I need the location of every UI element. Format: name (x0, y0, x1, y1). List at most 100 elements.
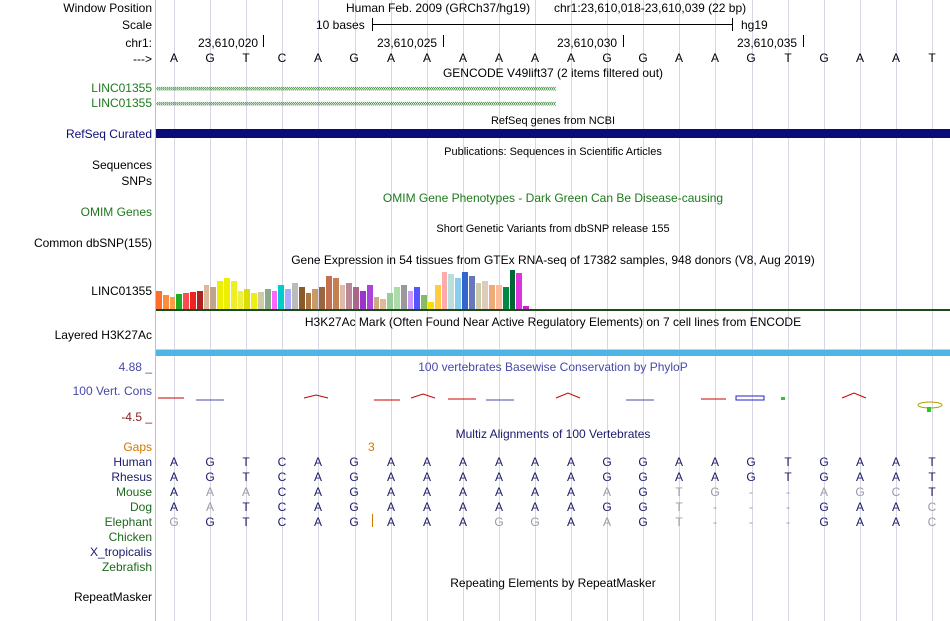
gtex-track-title[interactable]: Gene Expression in 54 tissues from GTEx … (291, 253, 815, 267)
gtex-tissue-bar[interactable] (217, 281, 223, 310)
phylop-wiggle[interactable] (156, 385, 950, 415)
gtex-tissue-bar[interactable] (339, 285, 346, 310)
gtex-expression-bars[interactable] (156, 266, 950, 310)
track-display-area[interactable]: Human Feb. 2009 (GRCh37/hg19) chr1:23,61… (156, 0, 950, 621)
snps-track-label[interactable]: SNPs (121, 174, 152, 188)
gtex-tissue-bar[interactable] (516, 273, 523, 310)
conservation-track-label[interactable]: 100 Vert. Cons (72, 384, 152, 398)
gtex-tissue-bar[interactable] (366, 285, 373, 310)
gtex-tissue-bar[interactable] (502, 287, 509, 310)
gtex-tissue-bar[interactable] (264, 289, 271, 310)
gtex-tissue-bar[interactable] (305, 293, 312, 310)
gtex-tissue-bar[interactable] (196, 291, 203, 310)
gtex-tissue-bar[interactable] (203, 285, 210, 310)
h3k27ac-signal[interactable] (156, 349, 950, 356)
multiz-track-title[interactable]: Multiz Alignments of 100 Vertebrates (455, 427, 651, 441)
gtex-tissue-bar[interactable] (394, 287, 400, 310)
reference-base: A (313, 51, 322, 65)
gtex-tissue-bar[interactable] (353, 287, 359, 310)
gtex-tissue-bar[interactable] (230, 281, 237, 310)
species-xtropicalis-label[interactable]: X_tropicalis (89, 545, 152, 559)
species-mouse-label[interactable]: Mouse (115, 485, 152, 499)
aligned-base-elephant: G (530, 515, 540, 529)
gtex-tissue-bar[interactable] (346, 283, 353, 310)
gtex-tissue-bar[interactable] (489, 285, 495, 310)
gtex-tissue-bar[interactable] (509, 270, 516, 310)
gtex-tissue-bar[interactable] (380, 299, 387, 310)
aligned-base-elephant: T (242, 515, 250, 529)
h3k27ac-track-title[interactable]: H3K27Ac Mark (Often Found Near Active Re… (304, 315, 802, 329)
gtex-tissue-bar[interactable] (169, 297, 176, 310)
species-elephant-label[interactable]: Elephant (104, 515, 152, 529)
gtex-tissue-bar[interactable] (237, 291, 244, 310)
gtex-tissue-bar[interactable] (373, 297, 380, 310)
gtex-tissue-bar[interactable] (434, 285, 441, 310)
refseq-track-label[interactable]: RefSeq Curated (65, 127, 152, 141)
omim-track-label[interactable]: OMIM Genes (80, 205, 152, 219)
gtex-tissue-bar[interactable] (455, 278, 461, 310)
gtex-tissue-bar[interactable] (183, 293, 189, 310)
gtex-tissue-bar[interactable] (387, 293, 393, 310)
h3k27ac-track-label[interactable]: Layered H3K27Ac (54, 328, 152, 342)
gtex-tissue-bar[interactable] (475, 283, 482, 310)
refseq-gene-bar[interactable] (156, 129, 950, 138)
gtex-tissue-bar[interactable] (428, 302, 434, 310)
gtex-tissue-bar[interactable] (176, 294, 183, 310)
gtex-tissue-bar[interactable] (312, 289, 319, 310)
gtex-tissue-bar[interactable] (441, 272, 448, 310)
scale-db-label: hg19 (741, 18, 768, 32)
dbsnp-track-label[interactable]: Common dbSNP(155) (33, 236, 152, 250)
gtex-tissue-bar[interactable] (244, 289, 251, 310)
dbsnp-track-title[interactable]: Short Genetic Variants from dbSNP releas… (436, 223, 670, 235)
gtex-tissue-bar[interactable] (332, 278, 339, 310)
repeatmasker-track-title[interactable]: Repeating Elements by RepeatMasker (450, 576, 656, 590)
gtex-tissue-bar[interactable] (210, 287, 217, 310)
gtex-tissue-bar[interactable] (326, 276, 332, 310)
gtex-tissue-bar[interactable] (298, 287, 305, 310)
aligned-base-human: A (458, 455, 467, 469)
gtex-tissue-bar[interactable] (258, 292, 264, 310)
gtex-tissue-bar[interactable] (468, 276, 475, 310)
gtex-gene-label[interactable]: LINC01355 (91, 284, 152, 298)
sequences-track-label[interactable]: Sequences (91, 158, 152, 172)
refseq-track-title[interactable]: RefSeq genes from NCBI (490, 115, 616, 127)
gencode-gene-label-1[interactable]: LINC01355 (91, 81, 152, 95)
gencode-track-title[interactable]: GENCODE V49lift37 (2 items filtered out) (442, 66, 664, 80)
gencode-transcript-1[interactable]: ‹‹‹‹‹‹‹‹‹‹‹‹‹‹‹‹‹‹‹‹‹‹‹‹‹‹‹‹‹‹‹‹‹‹‹‹‹‹‹‹… (156, 83, 556, 93)
phylop-track-title[interactable]: 100 vertebrates Basewise Conservation by… (418, 360, 688, 374)
gtex-tissue-bar[interactable] (482, 281, 489, 310)
gtex-tissue-bar[interactable] (292, 283, 298, 310)
gencode-transcript-2[interactable]: ‹‹‹‹‹‹‹‹‹‹‹‹‹‹‹‹‹‹‹‹‹‹‹‹‹‹‹‹‹‹‹‹‹‹‹‹‹‹‹‹… (156, 98, 556, 108)
gtex-tissue-bar[interactable] (523, 306, 529, 310)
species-zebrafish-label[interactable]: Zebrafish (101, 560, 152, 574)
gtex-tissue-bar[interactable] (407, 291, 414, 310)
gtex-tissue-bar[interactable] (496, 285, 502, 310)
gtex-tissue-bar[interactable] (251, 293, 257, 310)
gtex-tissue-bar[interactable] (224, 278, 230, 310)
species-human-label[interactable]: Human (113, 455, 152, 469)
omim-track-title[interactable]: OMIM Gene Phenotypes - Dark Green Can Be… (382, 191, 724, 205)
strand-label[interactable]: ---> (133, 52, 152, 66)
gtex-tissue-bar[interactable] (271, 291, 278, 310)
aligned-base-dog: A (855, 500, 864, 514)
gtex-tissue-bar[interactable] (285, 289, 291, 310)
repeatmasker-track-label[interactable]: RepeatMasker (73, 590, 152, 604)
species-rhesus-label[interactable]: Rhesus (111, 470, 152, 484)
gtex-tissue-bar[interactable] (400, 285, 407, 310)
publications-track-title[interactable]: Publications: Sequences in Scientific Ar… (444, 146, 662, 158)
gtex-tissue-bar[interactable] (278, 285, 285, 310)
gencode-gene-label-2[interactable]: LINC01355 (91, 96, 152, 110)
gtex-tissue-bar[interactable] (360, 291, 366, 310)
gtex-tissue-bar[interactable] (421, 295, 427, 310)
gtex-tissue-bar[interactable] (319, 287, 325, 310)
gtex-tissue-bar[interactable] (448, 274, 455, 310)
aligned-base-dog: A (386, 500, 395, 514)
gtex-tissue-bar[interactable] (414, 287, 421, 310)
gtex-tissue-bar[interactable] (156, 291, 162, 310)
species-dog-label[interactable]: Dog (129, 500, 152, 514)
aligned-base-elephant: G (494, 515, 504, 529)
gtex-tissue-bar[interactable] (462, 272, 468, 310)
species-chicken-label[interactable]: Chicken (108, 530, 152, 544)
gtex-tissue-bar[interactable] (190, 292, 196, 310)
gtex-tissue-bar[interactable] (162, 295, 169, 310)
